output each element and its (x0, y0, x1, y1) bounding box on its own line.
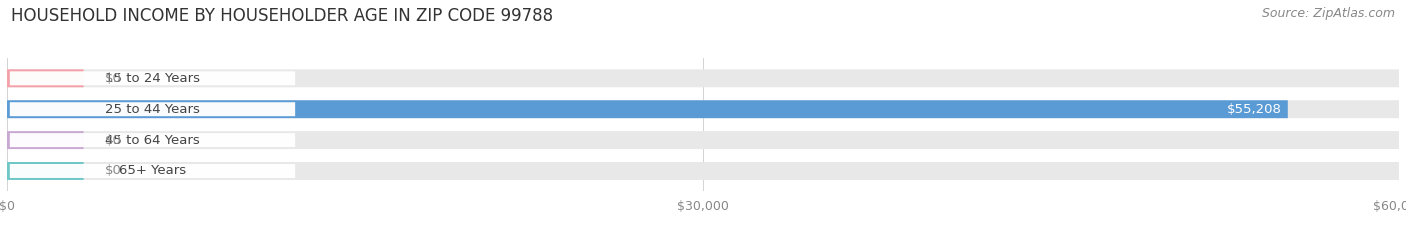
Text: $0: $0 (104, 72, 121, 85)
Text: HOUSEHOLD INCOME BY HOUSEHOLDER AGE IN ZIP CODE 99788: HOUSEHOLD INCOME BY HOUSEHOLDER AGE IN Z… (11, 7, 554, 25)
Text: 65+ Years: 65+ Years (120, 164, 186, 178)
Text: 15 to 24 Years: 15 to 24 Years (105, 72, 200, 85)
Text: 25 to 44 Years: 25 to 44 Years (105, 103, 200, 116)
Text: 45 to 64 Years: 45 to 64 Years (105, 134, 200, 147)
Text: $0: $0 (104, 134, 121, 147)
FancyBboxPatch shape (10, 133, 295, 147)
FancyBboxPatch shape (7, 131, 83, 149)
FancyBboxPatch shape (7, 100, 1288, 118)
FancyBboxPatch shape (7, 69, 1399, 87)
FancyBboxPatch shape (10, 102, 295, 116)
FancyBboxPatch shape (7, 131, 1399, 149)
FancyBboxPatch shape (7, 100, 1399, 118)
FancyBboxPatch shape (7, 162, 1399, 180)
Text: $55,208: $55,208 (1227, 103, 1282, 116)
FancyBboxPatch shape (7, 69, 83, 87)
FancyBboxPatch shape (10, 164, 295, 178)
Text: Source: ZipAtlas.com: Source: ZipAtlas.com (1261, 7, 1395, 20)
Text: $0: $0 (104, 164, 121, 178)
FancyBboxPatch shape (7, 162, 83, 180)
FancyBboxPatch shape (10, 71, 295, 85)
